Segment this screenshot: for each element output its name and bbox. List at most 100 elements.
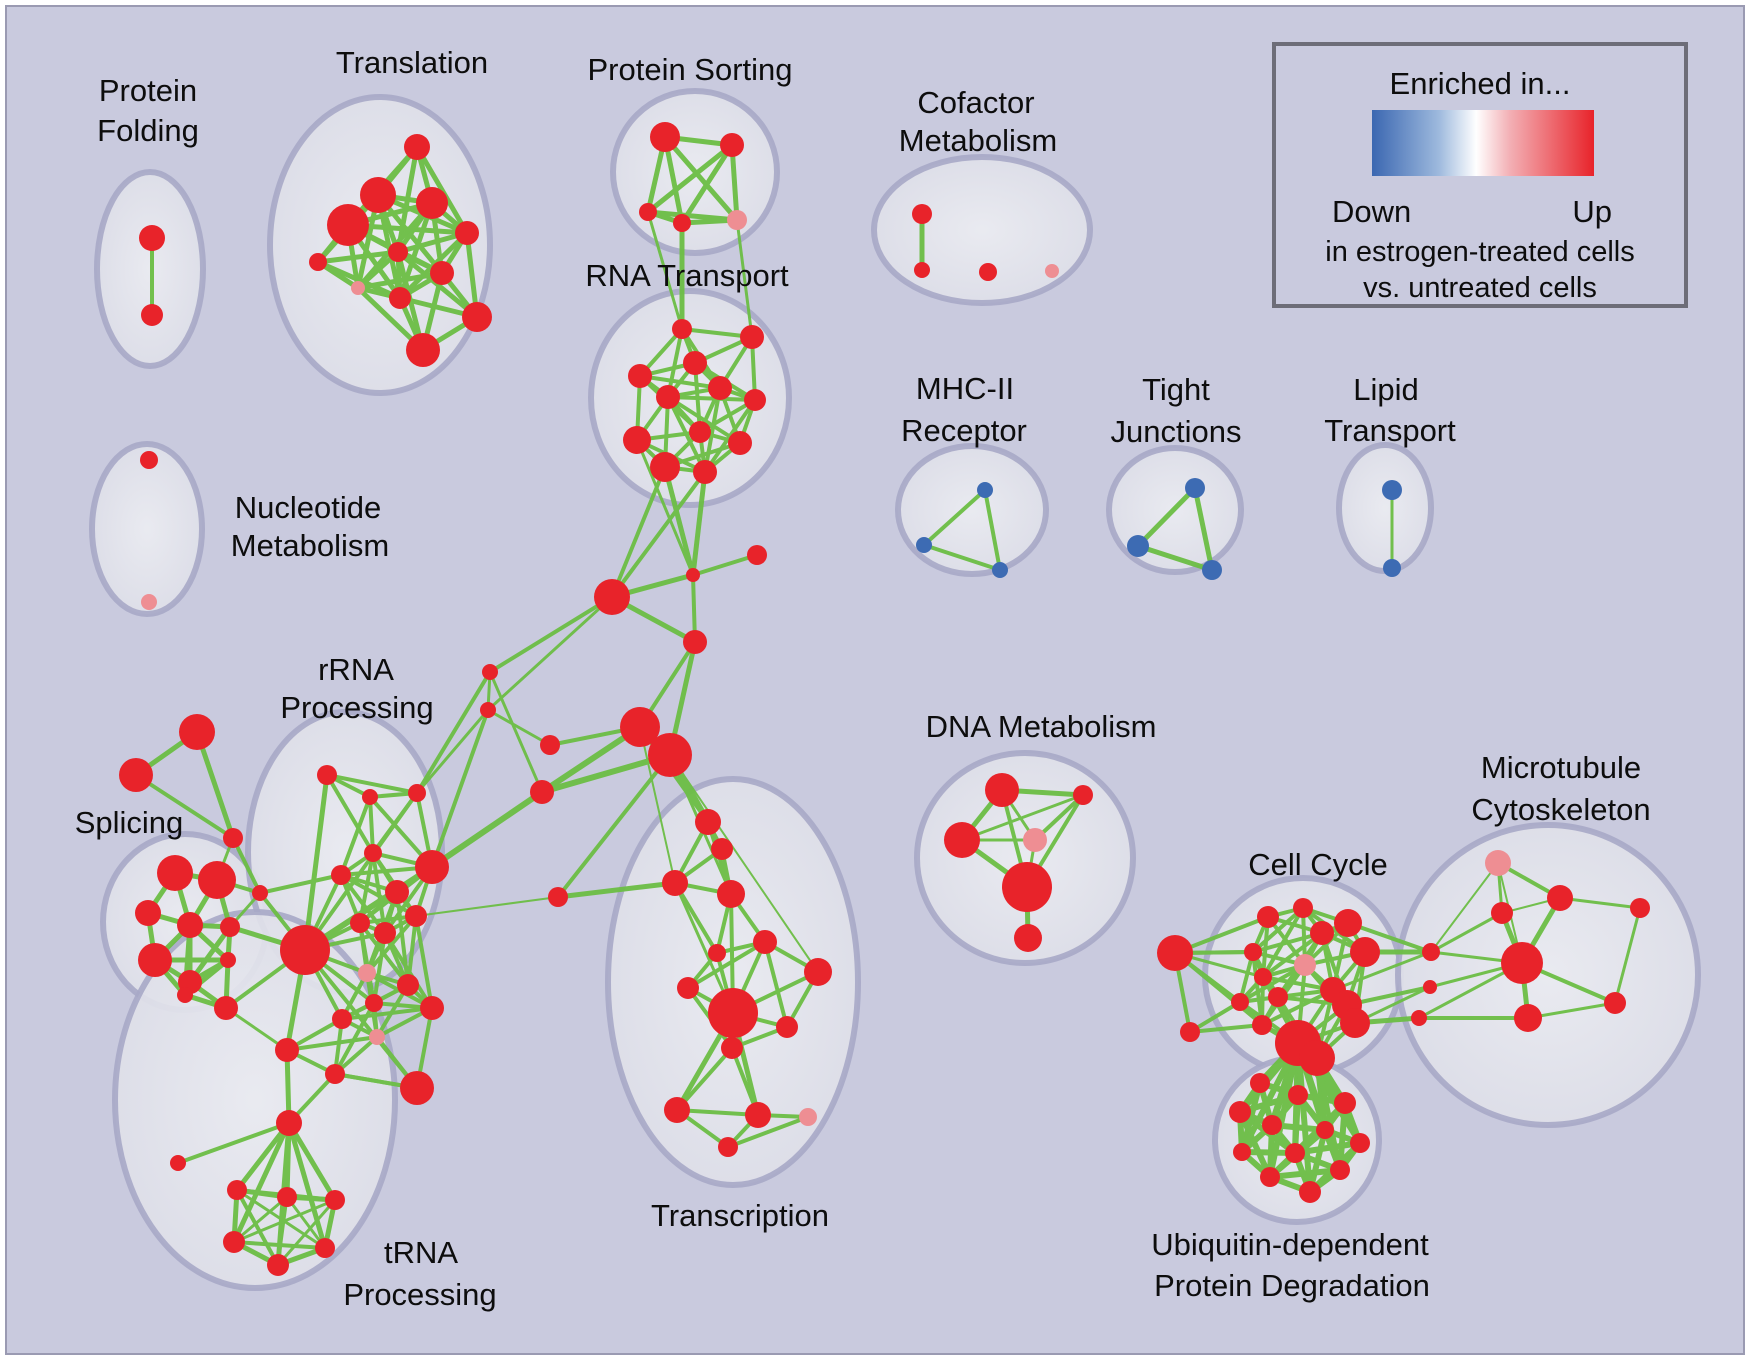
network-node-red[interactable] xyxy=(672,319,692,339)
network-node-red[interactable] xyxy=(718,1137,738,1157)
network-node-red[interactable] xyxy=(325,1064,345,1084)
network-node-red[interactable] xyxy=(530,780,554,804)
network-node-red[interactable] xyxy=(140,451,158,469)
network-node-red[interactable] xyxy=(325,1190,345,1210)
network-node-red[interactable] xyxy=(728,431,752,455)
network-node-red[interactable] xyxy=(1310,921,1334,945)
network-node-red[interactable] xyxy=(686,568,700,582)
network-node-red[interactable] xyxy=(776,1016,798,1038)
network-node-red[interactable] xyxy=(745,1102,771,1128)
network-node-red[interactable] xyxy=(721,1037,743,1059)
network-node-red[interactable] xyxy=(1334,1092,1356,1114)
network-node-red[interactable] xyxy=(267,1254,289,1276)
network-node-red[interactable] xyxy=(280,925,330,975)
network-node-red[interactable] xyxy=(1285,1143,1305,1163)
network-node-red[interactable] xyxy=(656,385,680,409)
network-node-red[interactable] xyxy=(198,861,236,899)
network-node-red[interactable] xyxy=(639,203,657,221)
network-node-red[interactable] xyxy=(404,134,430,160)
network-node-red[interactable] xyxy=(406,333,440,367)
network-node-red[interactable] xyxy=(650,452,680,482)
network-node-red[interactable] xyxy=(720,133,744,157)
network-node-red[interactable] xyxy=(662,870,688,896)
network-node-red[interactable] xyxy=(170,1155,186,1171)
network-node-red[interactable] xyxy=(1262,1115,1282,1135)
network-node-red[interactable] xyxy=(177,912,203,938)
network-node-red[interactable] xyxy=(1229,1101,1251,1123)
network-node-red[interactable] xyxy=(1250,1073,1270,1093)
network-node-blue[interactable] xyxy=(1382,480,1402,500)
network-node-red[interactable] xyxy=(135,900,161,926)
network-node-red[interactable] xyxy=(1299,1040,1335,1076)
network-node-red[interactable] xyxy=(1293,898,1313,918)
network-node-red[interactable] xyxy=(648,733,692,777)
network-node-red[interactable] xyxy=(1002,862,1052,912)
network-node-red[interactable] xyxy=(1423,980,1437,994)
network-node-red[interactable] xyxy=(944,822,980,858)
network-node-pink[interactable] xyxy=(1023,828,1047,852)
network-node-red[interactable] xyxy=(331,865,351,885)
network-node-pink[interactable] xyxy=(351,281,365,295)
network-node-pink[interactable] xyxy=(1045,264,1059,278)
network-node-pink[interactable] xyxy=(358,964,376,982)
network-node-red[interactable] xyxy=(1288,1085,1308,1105)
network-node-red[interactable] xyxy=(664,1097,690,1123)
network-node-red[interactable] xyxy=(179,714,215,750)
network-node-red[interactable] xyxy=(227,1180,247,1200)
network-node-red[interactable] xyxy=(744,389,766,411)
network-node-red[interactable] xyxy=(1340,1008,1370,1038)
network-node-red[interactable] xyxy=(416,187,448,219)
network-node-red[interactable] xyxy=(365,994,383,1012)
network-node-red[interactable] xyxy=(362,789,378,805)
network-node-red[interactable] xyxy=(388,242,408,262)
network-node-red[interactable] xyxy=(1316,1121,1334,1139)
network-node-red[interactable] xyxy=(1252,1015,1272,1035)
network-node-red[interactable] xyxy=(223,1231,245,1253)
network-node-red[interactable] xyxy=(360,177,396,213)
network-node-pink[interactable] xyxy=(369,1029,385,1045)
network-node-red[interactable] xyxy=(683,630,707,654)
network-node-red[interactable] xyxy=(1014,924,1042,952)
network-node-red[interactable] xyxy=(350,913,370,933)
network-node-red[interactable] xyxy=(139,225,165,251)
network-node-red[interactable] xyxy=(405,905,427,927)
network-node-red[interactable] xyxy=(1231,993,1249,1011)
network-node-pink[interactable] xyxy=(141,594,157,610)
network-node-red[interactable] xyxy=(1422,943,1440,961)
network-node-red[interactable] xyxy=(1254,968,1272,986)
network-node-red[interactable] xyxy=(628,364,652,388)
network-node-red[interactable] xyxy=(397,974,419,996)
network-node-red[interactable] xyxy=(1350,937,1380,967)
network-node-red[interactable] xyxy=(1411,1010,1427,1026)
network-node-red[interactable] xyxy=(277,1187,297,1207)
network-node-red[interactable] xyxy=(1157,935,1193,971)
network-node-red[interactable] xyxy=(374,922,396,944)
network-node-red[interactable] xyxy=(480,702,496,718)
network-node-red[interactable] xyxy=(708,376,732,400)
network-node-red[interactable] xyxy=(1334,909,1362,937)
network-node-red[interactable] xyxy=(1330,1160,1350,1180)
network-node-red[interactable] xyxy=(430,261,454,285)
network-node-red[interactable] xyxy=(695,809,721,835)
network-node-red[interactable] xyxy=(276,1110,302,1136)
network-node-red[interactable] xyxy=(912,204,932,224)
network-node-red[interactable] xyxy=(740,325,764,349)
network-node-red[interactable] xyxy=(119,758,153,792)
network-node-red[interactable] xyxy=(1233,1143,1251,1161)
network-node-red[interactable] xyxy=(214,996,238,1020)
network-node-red[interactable] xyxy=(1257,906,1279,928)
network-node-blue[interactable] xyxy=(1383,559,1401,577)
network-node-red[interactable] xyxy=(1299,1181,1321,1203)
network-node-red[interactable] xyxy=(753,930,777,954)
network-node-red[interactable] xyxy=(650,122,680,152)
network-node-blue[interactable] xyxy=(1185,478,1205,498)
network-node-pink[interactable] xyxy=(727,210,747,230)
network-node-red[interactable] xyxy=(415,850,449,884)
network-node-red[interactable] xyxy=(540,735,560,755)
network-node-red[interactable] xyxy=(1260,1167,1280,1187)
network-node-red[interactable] xyxy=(1547,885,1573,911)
network-node-red[interactable] xyxy=(220,917,240,937)
network-node-red[interactable] xyxy=(389,287,411,309)
network-node-red[interactable] xyxy=(1180,1022,1200,1042)
network-node-red[interactable] xyxy=(157,855,193,891)
